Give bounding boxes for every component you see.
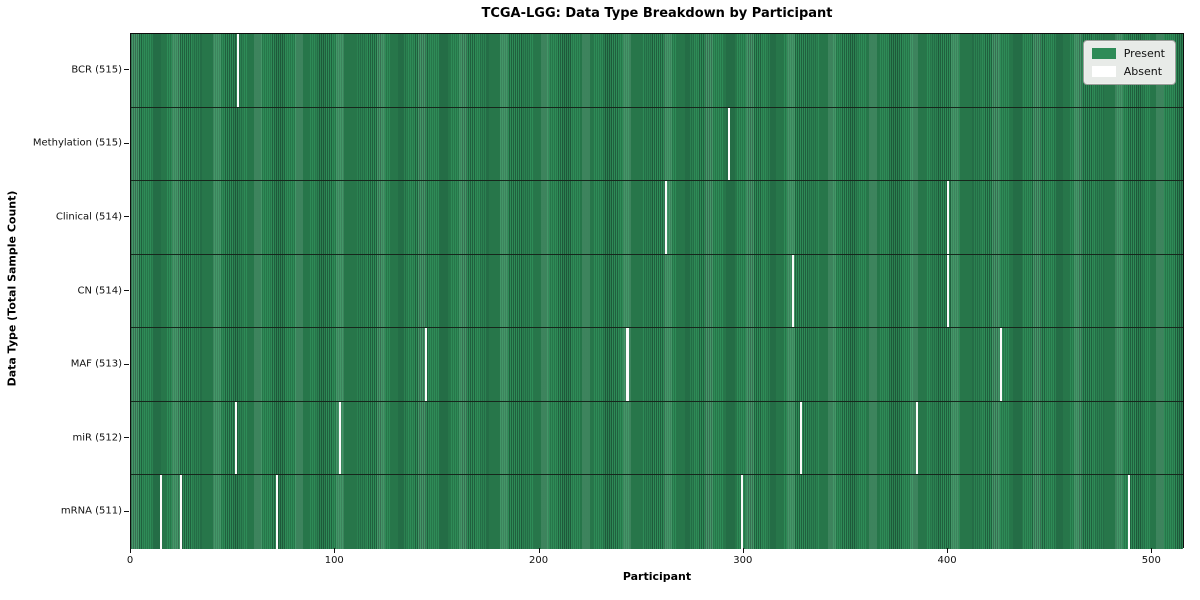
legend-present-label: Present — [1123, 47, 1165, 60]
absent-gap — [338, 401, 342, 475]
x-tick-mark — [947, 548, 949, 553]
heatmap-rows — [131, 34, 1183, 549]
absent-gap — [915, 401, 919, 475]
x-tick-mark — [334, 548, 336, 553]
absent-gap — [424, 328, 427, 401]
y-tick-label-MAF: MAF (513) — [70, 358, 122, 370]
y-tick-label-BCR: BCR (515) — [71, 64, 122, 76]
x-axis-label: Participant — [622, 570, 692, 583]
present-bars — [131, 107, 1183, 181]
absent-gap — [791, 254, 794, 328]
present-bars — [131, 475, 1183, 549]
heatmap-row-CN — [131, 254, 1183, 329]
heatmap-row-Methylation — [131, 107, 1183, 182]
legend-entry-absent: Absent — [1091, 65, 1165, 78]
x-tick-label-300: 300 — [733, 555, 753, 566]
y-tick-mark — [124, 437, 129, 439]
heatmap-row-MAF — [131, 328, 1183, 402]
absent-gap — [999, 328, 1002, 401]
absent-gap — [946, 181, 949, 254]
legend-present-swatch-icon — [1091, 48, 1116, 59]
heatmap-row-BCR — [131, 34, 1183, 108]
legend-absent-swatch-icon — [1091, 66, 1116, 77]
y-tick-mark — [124, 290, 129, 291]
absent-gap — [626, 328, 629, 401]
x-tick-label-400: 400 — [937, 555, 957, 566]
y-tick-mark — [124, 142, 129, 144]
heatmap-row-Clinical — [131, 181, 1183, 255]
absent-gap — [799, 401, 802, 475]
x-tick-mark — [742, 548, 744, 553]
absent-gap — [740, 475, 743, 549]
absent-gap — [946, 254, 949, 328]
present-bars — [131, 328, 1183, 401]
x-tick-label-200: 200 — [528, 555, 549, 566]
present-bars — [131, 401, 1183, 475]
absent-gap — [665, 181, 668, 254]
y-tick-label-CN: CN (514) — [77, 285, 122, 296]
y-tick-label-Methylation: Methylation (515) — [32, 137, 122, 149]
x-tick-label-0: 0 — [126, 555, 134, 566]
x-tick-mark — [1151, 548, 1153, 553]
plot-area: Present Absent — [130, 33, 1184, 549]
y-tick-label-Clinical: Clinical (514) — [55, 211, 122, 223]
heatmap-row-mRNA — [131, 475, 1183, 549]
present-bars — [131, 254, 1183, 328]
y-tick-mark — [124, 69, 129, 71]
heatmap-row-miR — [131, 401, 1183, 476]
present-bars — [131, 34, 1183, 107]
absent-gap — [237, 34, 240, 107]
x-tick-mark — [130, 548, 131, 553]
chart-title: TCGA-LGG: Data Type Breakdown by Partici… — [481, 6, 833, 21]
absent-gap — [1127, 475, 1131, 549]
absent-gap — [159, 475, 162, 549]
legend-absent-label: Absent — [1123, 65, 1163, 78]
y-tick-label-mRNA: mRNA (511) — [60, 505, 122, 517]
absent-gap — [179, 475, 183, 549]
legend: Present Absent — [1082, 40, 1176, 85]
absent-gap — [728, 107, 731, 181]
legend-entry-present: Present — [1091, 47, 1165, 60]
y-tick-mark — [124, 216, 129, 218]
y-tick-mark — [124, 363, 129, 365]
absent-gap — [234, 401, 238, 475]
x-tick-mark — [538, 548, 540, 553]
x-tick-label-100: 100 — [324, 555, 344, 566]
present-bars — [131, 181, 1183, 254]
y-tick-mark — [124, 510, 129, 512]
x-tick-label-500: 500 — [1141, 555, 1161, 566]
y-tick-label-miR: miR (512) — [72, 432, 122, 444]
absent-gap — [275, 475, 278, 549]
